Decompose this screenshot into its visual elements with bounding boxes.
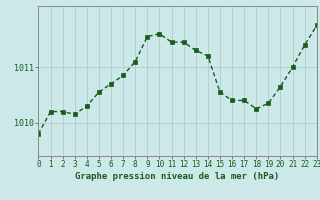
X-axis label: Graphe pression niveau de la mer (hPa): Graphe pression niveau de la mer (hPa) [76,172,280,181]
